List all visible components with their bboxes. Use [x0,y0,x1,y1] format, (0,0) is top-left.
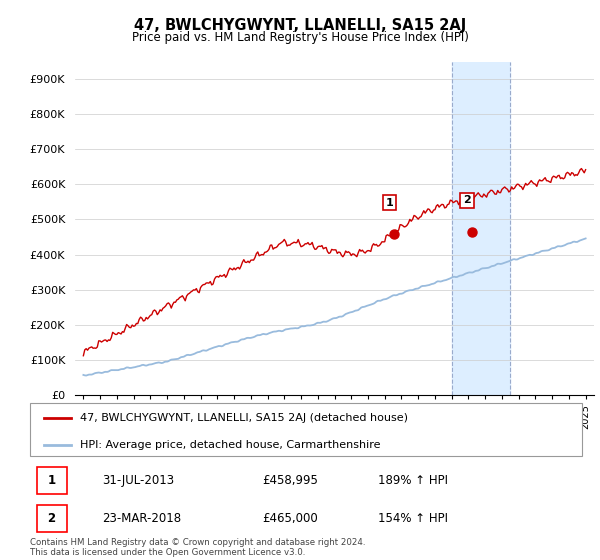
Text: 47, BWLCHYGWYNT, LLANELLI, SA15 2AJ: 47, BWLCHYGWYNT, LLANELLI, SA15 2AJ [134,18,466,33]
Text: 2: 2 [47,512,56,525]
Text: 47, BWLCHYGWYNT, LLANELLI, SA15 2AJ (detached house): 47, BWLCHYGWYNT, LLANELLI, SA15 2AJ (det… [80,413,407,423]
Text: HPI: Average price, detached house, Carmarthenshire: HPI: Average price, detached house, Carm… [80,440,380,450]
Text: £465,000: £465,000 [262,512,317,525]
Text: 189% ↑ HPI: 189% ↑ HPI [378,474,448,487]
Text: 2: 2 [463,195,471,206]
Text: 1: 1 [47,474,56,487]
FancyBboxPatch shape [37,505,67,532]
Text: 23-MAR-2018: 23-MAR-2018 [102,512,181,525]
Text: 1: 1 [386,198,393,208]
Bar [452,62,510,395]
Text: 31-JUL-2013: 31-JUL-2013 [102,474,174,487]
Text: Price paid vs. HM Land Registry's House Price Index (HPI): Price paid vs. HM Land Registry's House … [131,31,469,44]
Text: Contains HM Land Registry data © Crown copyright and database right 2024.
This d: Contains HM Land Registry data © Crown c… [30,538,365,557]
FancyBboxPatch shape [37,467,67,494]
Text: £458,995: £458,995 [262,474,318,487]
Text: 154% ↑ HPI: 154% ↑ HPI [378,512,448,525]
FancyBboxPatch shape [30,403,582,456]
